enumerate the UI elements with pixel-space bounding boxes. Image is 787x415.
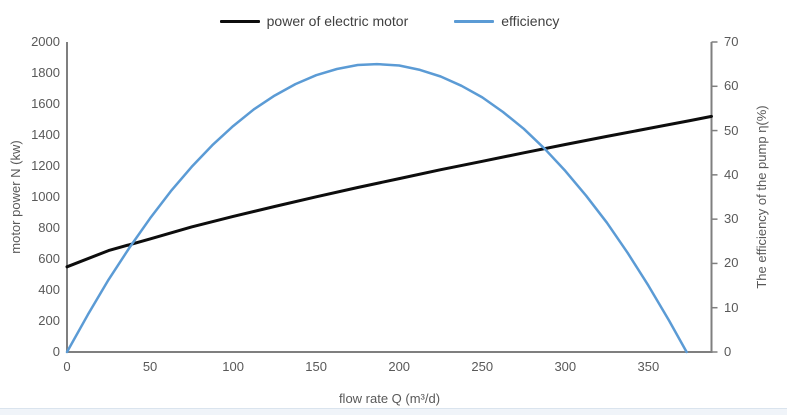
y-right-tick-label: 40 — [724, 166, 739, 182]
legend-item-efficiency: efficiency — [454, 13, 559, 29]
x-tick-label: 250 — [471, 359, 494, 374]
legend-swatch-power-line — [219, 19, 260, 23]
y-right-tick-label: 10 — [724, 299, 739, 315]
y-right-tick-label: 60 — [724, 78, 739, 94]
y-left-tick-label: 400 — [38, 282, 60, 297]
x-tick-label: 300 — [554, 359, 577, 374]
x-tick-label: 200 — [388, 359, 411, 374]
series-line-power-of-electric-motor — [65, 114, 713, 269]
y-right-tick-label: 70 — [724, 34, 739, 49]
x-tick-label: 350 — [637, 359, 660, 374]
legend-label-power: power of electric motor — [266, 13, 409, 29]
x-tick-label: 0 — [63, 359, 71, 374]
legend: power of electric motor efficiency — [67, 13, 712, 29]
legend-label-efficiency: efficiency — [501, 13, 560, 29]
y-left-tick-label: 1200 — [31, 158, 60, 173]
y-left-tick-label: 1800 — [31, 65, 60, 80]
y-left-tick-label: 200 — [38, 313, 60, 328]
x-tick-label: 150 — [305, 359, 327, 374]
legend-item-power: power of electric motor — [219, 13, 409, 29]
y-right-tick-label: 50 — [724, 122, 739, 138]
x-tick-label: 100 — [222, 359, 244, 374]
y-left-tick-label: 1000 — [31, 189, 60, 204]
y-left-tick-label: 1400 — [31, 127, 60, 142]
y-left-tick-label: 2000 — [31, 34, 60, 49]
y-right-tick-label: 30 — [724, 211, 739, 227]
legend-swatch-efficiency-line — [454, 19, 495, 23]
series-line-efficiency — [65, 62, 688, 354]
y-left-tick-label: 600 — [38, 251, 60, 266]
x-axis-title: flow rate Q (m³/d) — [338, 391, 441, 406]
y-right-tick-label: 0 — [724, 344, 732, 359]
x-tick-label: 50 — [142, 359, 158, 374]
y-left-tick-label: 800 — [38, 220, 60, 235]
bottom-edge-strip — [0, 408, 787, 415]
y-left-tick-label: 0 — [52, 344, 60, 359]
y-left-tick-label: 1600 — [31, 96, 60, 111]
y-right-tick-label: 20 — [724, 255, 739, 271]
